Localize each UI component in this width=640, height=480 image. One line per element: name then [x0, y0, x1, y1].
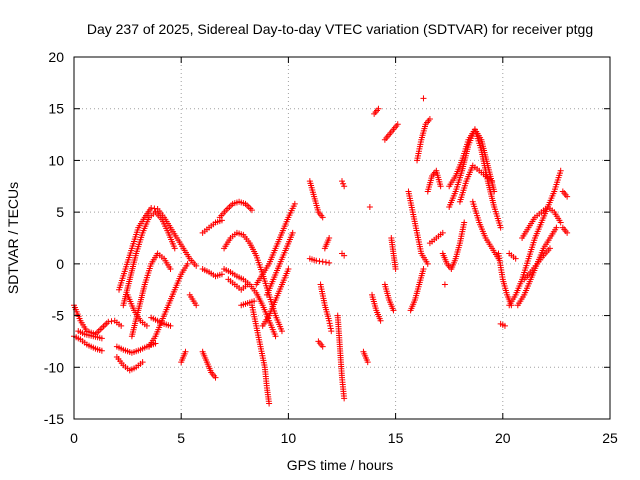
data-point: [218, 217, 225, 224]
data-point: [105, 318, 112, 325]
data-point: [424, 260, 431, 267]
data-point: [390, 307, 397, 314]
x-tick-label: 15: [388, 430, 404, 446]
data-point: [212, 374, 219, 381]
data-point: [98, 335, 105, 342]
data-point: [328, 328, 335, 335]
data-point: [364, 359, 371, 366]
data-point: [98, 347, 105, 354]
trace-marker: [327, 322, 334, 329]
data-point: [326, 317, 333, 324]
data-point: [291, 200, 298, 207]
data-point: [319, 258, 326, 265]
data-point: [184, 260, 191, 267]
data-point: [285, 266, 292, 273]
data-point: [326, 235, 333, 241]
data-point: [148, 205, 155, 212]
trace-marker: [108, 318, 115, 325]
data-point: [341, 395, 348, 402]
data-point: [193, 302, 200, 309]
data-point: [497, 224, 504, 231]
y-tick-label: 0: [56, 256, 64, 272]
y-tick-label: 5: [56, 204, 64, 220]
chart-title: Day 237 of 2025, Sidereal Day-to-day VTE…: [87, 21, 593, 37]
data-point: [553, 224, 560, 231]
data-point: [341, 252, 348, 259]
data-point: [182, 348, 189, 355]
data-point: [557, 167, 564, 174]
data-point: [251, 298, 258, 305]
x-tick-label: 0: [70, 430, 78, 446]
data-point: [564, 229, 571, 236]
data-point: [152, 340, 159, 347]
x-tick-label: 25: [602, 430, 618, 446]
data-point: [557, 219, 564, 226]
x-tick-label: 5: [177, 430, 185, 446]
data-point: [441, 281, 448, 288]
data-point: [392, 266, 399, 273]
trace-marker: [322, 259, 329, 266]
x-axis-title: GPS time / hours: [287, 457, 394, 473]
y-tick-label: -15: [44, 411, 64, 427]
axis-ticks: 0 5 10 15 20 25 -15 -10 -5 0 5 10 15 20: [44, 49, 618, 446]
data-point: [272, 333, 279, 340]
data-point: [319, 214, 326, 221]
data-point: [313, 257, 320, 264]
data-point: [564, 193, 571, 200]
data-point: [512, 255, 519, 262]
data-point: [118, 322, 125, 329]
grid: [74, 57, 610, 419]
data-point: [193, 262, 200, 269]
data-point: [244, 281, 251, 288]
trace-marker: [326, 320, 333, 327]
data-point: [437, 183, 444, 190]
data-points: [71, 95, 571, 407]
plot-frame: [73, 56, 611, 420]
data-point: [461, 219, 468, 226]
data-point: [319, 343, 326, 350]
data-point: [341, 183, 348, 190]
data-point: [171, 245, 178, 252]
y-tick-label: -5: [52, 308, 65, 324]
y-axis-title: SDTVAR / TECUs: [5, 182, 21, 294]
data-point: [546, 245, 553, 252]
y-tick-label: 15: [48, 101, 64, 117]
data-point: [377, 317, 384, 324]
trace-marker: [340, 180, 347, 187]
data-point: [218, 271, 225, 278]
data-point: [289, 229, 296, 236]
data-point: [375, 105, 382, 112]
y-tick-label: 10: [48, 152, 64, 168]
data-point: [167, 266, 174, 273]
data-point: [248, 207, 255, 214]
data-point: [426, 116, 433, 123]
y-tick-label: -10: [44, 359, 64, 375]
data-point: [501, 322, 508, 329]
data-point: [278, 328, 285, 335]
data-point: [420, 266, 427, 273]
x-tick-label: 10: [281, 430, 297, 446]
data-point: [326, 259, 333, 266]
y-tick-label: 20: [48, 49, 64, 65]
trace-marker: [327, 325, 334, 332]
trace-marker: [151, 205, 158, 212]
data-point: [420, 95, 427, 102]
data-point: [366, 203, 373, 210]
data-point: [139, 359, 146, 366]
data-point: [167, 322, 174, 329]
data-point: [394, 121, 401, 128]
data-point: [339, 178, 345, 185]
data-point: [266, 400, 273, 407]
trace-marker: [316, 258, 323, 265]
x-tick-label: 20: [495, 430, 511, 446]
data-point: [489, 178, 496, 185]
data-point: [439, 229, 446, 236]
data-point: [143, 322, 150, 329]
